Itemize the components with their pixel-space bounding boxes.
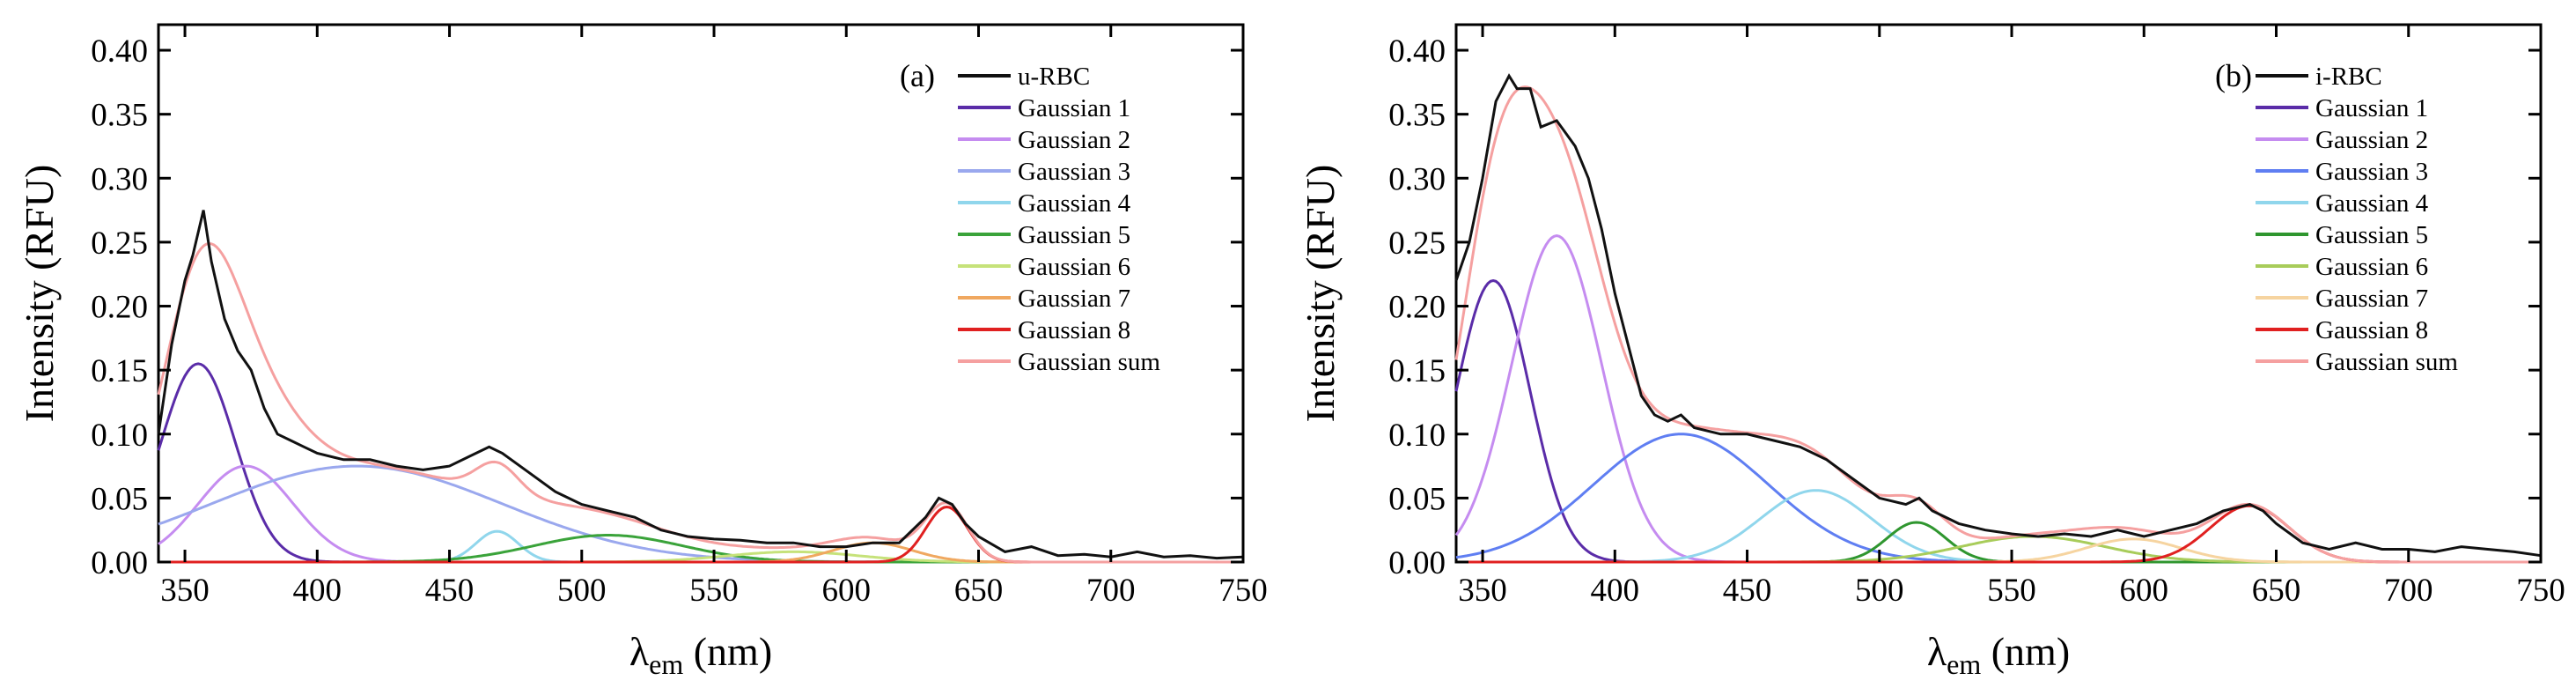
x-tick-label: 700 — [1086, 573, 1136, 609]
x-tick-label: 350 — [1458, 573, 1507, 609]
x-tick-label: 350 — [160, 573, 210, 609]
x-tick-label: 450 — [1723, 573, 1772, 609]
gaussian-curve — [1455, 433, 2541, 564]
panel-label-a: (a) — [900, 58, 935, 93]
y-tick-label: 0.15 — [1388, 353, 1446, 389]
legend-label: Gaussian 2 — [1018, 126, 1130, 154]
x-axis-a: 350 400 450 500 550 600 650 700 750 — [160, 25, 1268, 609]
legend-label: Gaussian sum — [2315, 348, 2458, 376]
y-tick-label: 0.10 — [91, 418, 148, 454]
gaussian-curve — [157, 362, 1243, 564]
legend-label: Gaussian 4 — [2315, 189, 2429, 218]
data-line-a — [157, 210, 1244, 560]
y-tick-label: 0.10 — [1388, 418, 1446, 454]
data-line-b — [1454, 73, 2542, 558]
x-tick-label: 550 — [689, 573, 739, 609]
x-tick-label: 550 — [1987, 573, 2036, 609]
x-tick-label: 750 — [2516, 573, 2565, 609]
x-tick-label: 500 — [557, 573, 607, 609]
y-axis-title-a: Intensity (RFU) — [17, 165, 62, 423]
y-axis-a: 0.00 0.05 0.10 0.15 0.20 0.25 0.30 0.35 0.40 — [91, 33, 1243, 581]
x-tick-label: 700 — [2384, 573, 2433, 609]
y-tick-label: 0.35 — [1388, 98, 1446, 134]
legend-label: Gaussian 7 — [2315, 285, 2428, 313]
legend-label: Gaussian 4 — [1018, 189, 1131, 218]
legend-a: u-RBC Gaussian 1 Gaussian 2 Gaussian 3 Gauss… — [958, 63, 1160, 376]
x-tick-label: 400 — [1591, 573, 1640, 609]
x-tick-label: 650 — [954, 573, 1004, 609]
legend-label: Gaussian 3 — [1018, 158, 1130, 186]
gaussian-curve — [158, 464, 1243, 564]
curves-b — [1454, 85, 2541, 564]
gaussian-sum-curve — [157, 241, 1243, 564]
legend-label: Gaussian 1 — [1018, 94, 1130, 122]
x-axis-title-a: λem (nm) — [629, 629, 772, 680]
legend-label: Gaussian 6 — [2315, 253, 2428, 281]
x-tick-label: 450 — [425, 573, 475, 609]
y-axis-b: 0.00 0.05 0.10 0.15 0.20 0.25 0.30 0.35 0.40 — [1388, 33, 2541, 581]
legend-label: Gaussian 5 — [2315, 221, 2428, 249]
legend-label: Gaussian sum — [1018, 348, 1160, 376]
legend-label: Gaussian 1 — [2315, 94, 2428, 122]
gaussian-curve — [158, 464, 1243, 564]
legend-label: Gaussian 8 — [1018, 316, 1130, 344]
legend-label: Gaussian 3 — [2315, 158, 2428, 186]
chart-panel-b: 0.00 0.05 0.10 0.15 0.20 0.25 0.30 0.35 0.40 350… — [1298, 23, 2565, 680]
legend-label: Gaussian 5 — [1018, 221, 1130, 249]
x-tick-label: 400 — [293, 573, 342, 609]
y-axis-title-b: Intensity (RFU) — [1298, 165, 1343, 423]
legend-label: Gaussian 8 — [2315, 316, 2428, 344]
y-tick-label: 0.15 — [91, 353, 148, 389]
x-tick-label: 650 — [2252, 573, 2301, 609]
gaussian-curve — [1456, 504, 2541, 564]
y-tick-label: 0.40 — [91, 33, 148, 70]
y-tick-label: 0.05 — [1388, 481, 1446, 517]
curves-a — [157, 241, 1243, 564]
y-tick-label: 0.30 — [91, 161, 148, 197]
gaussian-curve — [1456, 489, 2541, 564]
legend-b: i-RBC Gaussian 1 Gaussian 2 Gaussian 3 Gauss… — [2256, 63, 2458, 376]
y-tick-label: 0.00 — [1388, 545, 1446, 581]
y-tick-label: 0.00 — [91, 545, 148, 581]
y-tick-label: 0.20 — [1388, 290, 1446, 326]
legend-label: Gaussian 7 — [1018, 285, 1130, 313]
x-axis-title-b: λem (nm) — [1927, 629, 2070, 680]
gaussian-curve — [1456, 521, 2541, 564]
gaussian-curve — [1456, 537, 2541, 564]
legend-label: Gaussian 6 — [1018, 253, 1130, 281]
x-axis-b: 350 400 450 500 550 600 650 700 750 — [1458, 25, 2565, 609]
legend-label: Gaussian 2 — [2315, 126, 2428, 154]
chart-panel-a: 0.00 0.05 0.10 0.15 0.20 0.25 0.30 0.35 0.40 350… — [17, 23, 1268, 680]
x-tick-label: 600 — [2120, 573, 2169, 609]
y-tick-label: 0.20 — [91, 290, 148, 326]
y-tick-label: 0.25 — [91, 226, 148, 262]
legend-label: i-RBC — [2315, 63, 2382, 91]
y-tick-label: 0.40 — [1388, 33, 1446, 70]
panel-label-b: (b) — [2215, 58, 2252, 93]
x-tick-label: 750 — [1218, 573, 1268, 609]
measured-spectrum-line — [157, 210, 1244, 560]
y-tick-label: 0.25 — [1388, 226, 1446, 262]
y-tick-label: 0.35 — [91, 98, 148, 134]
x-tick-label: 500 — [1855, 573, 1904, 609]
y-tick-label: 0.30 — [1388, 161, 1446, 197]
y-tick-label: 0.05 — [91, 481, 148, 517]
x-tick-label: 600 — [822, 573, 872, 609]
legend-label: u-RBC — [1018, 63, 1090, 91]
measured-spectrum-line — [1454, 73, 2542, 558]
